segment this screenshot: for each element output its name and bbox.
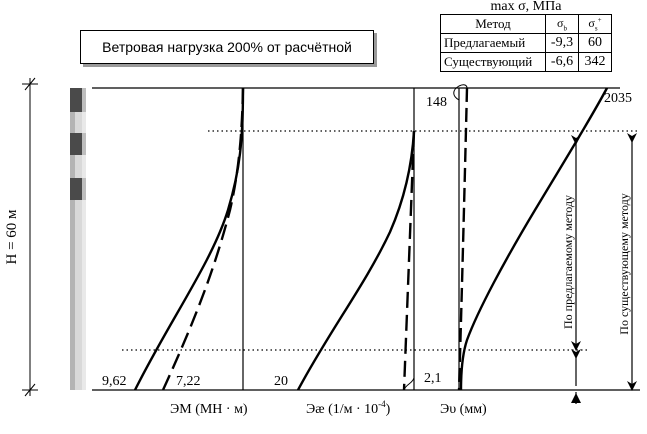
curvature-curve-proposed [296, 130, 416, 391]
deflection-curve-existing [459, 87, 609, 391]
moment-panel: 9,62 7,22 ЭМ (МН · м) [102, 87, 248, 417]
method-cell: Предлагаемый [440, 33, 546, 53]
sigma-b-header: σb [545, 14, 579, 34]
stress-table: Метод σb σs+ Предлагаемый -9,3 60 Сущест… [440, 14, 612, 72]
deflection-panel: 148 2035 Эυ (мм) [426, 84, 632, 417]
wind-load-title: Ветровая нагрузка 200% от расчётной [80, 30, 374, 64]
moment-curve-proposed [133, 87, 245, 391]
deflection-curve-proposed [457, 87, 469, 391]
moment-value-a: 9,62 [102, 374, 127, 389]
deflection-xlabel: Эυ (мм) [440, 402, 487, 417]
stress-table-title: max σ, МПа [490, 0, 562, 14]
moment-curve-existing [161, 87, 245, 391]
deflection-offset-mark [453, 84, 468, 101]
height-dimension [22, 77, 38, 397]
sigma-s-cell: 342 [578, 52, 612, 72]
stress-table-header: Метод σb σs+ [440, 14, 612, 34]
curvature-offset-mark [403, 377, 415, 391]
sigma-b-cell: -6,6 [545, 52, 579, 72]
table-row: Существующий -6,6 342 [440, 52, 612, 72]
tower-column [70, 88, 86, 390]
curvature-panel: 20 2,1 Эæ (1/м · 10-4) [274, 88, 442, 417]
table-row: Предлагаемый -9,3 60 [440, 33, 612, 53]
moment-xlabel: ЭМ (МН · м) [170, 402, 248, 417]
height-label: H = 60 м [4, 209, 20, 265]
sigma-s-cell: 60 [578, 33, 612, 53]
sigma-s-header: σs+ [578, 14, 612, 34]
curvature-value-bottom: 20 [274, 374, 288, 389]
moment-value-b: 7,22 [176, 374, 201, 389]
curvature-xlabel: Эæ (1/м · 10-4) [306, 399, 391, 417]
sigma-b-cell: -9,3 [545, 33, 579, 53]
deflection-value-top-right: 2035 [604, 91, 632, 106]
curvature-value-small: 2,1 [424, 371, 442, 386]
existing-range-label: По существующему методу [617, 193, 631, 334]
method-cell: Существующий [440, 52, 546, 72]
proposed-range-arrow [571, 135, 581, 404]
deflection-value-top-left: 148 [426, 95, 447, 110]
proposed-range-label: По предлагаемому методу [561, 195, 575, 329]
curvature-curve-existing [402, 130, 416, 391]
method-header: Метод [440, 14, 546, 34]
